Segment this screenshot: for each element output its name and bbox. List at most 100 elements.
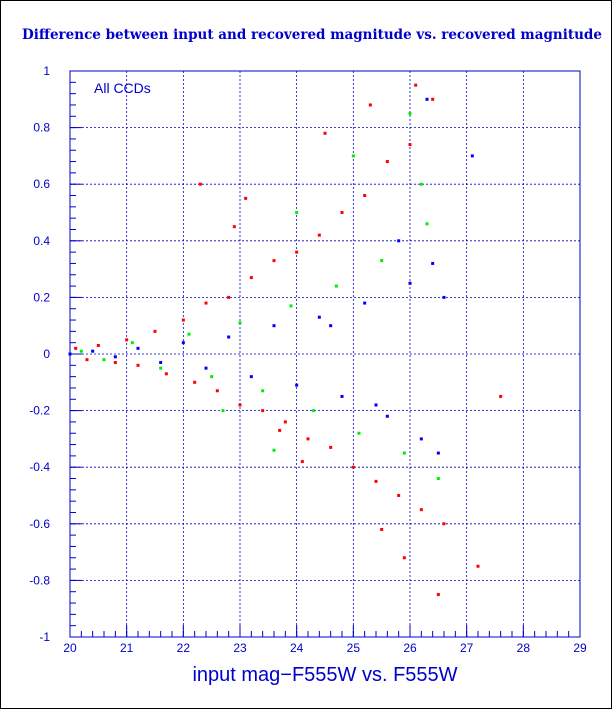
y-tick-label: -1 — [39, 630, 50, 644]
y-tick-label: -0.2 — [29, 404, 50, 418]
data-point-green — [261, 389, 265, 393]
axis-ticks — [69, 70, 581, 638]
data-point-blue — [425, 97, 429, 101]
y-tick-label: -0.4 — [29, 460, 50, 474]
data-point-blue — [397, 239, 401, 243]
data-point-red — [442, 522, 446, 526]
data-point-blue — [249, 375, 253, 379]
data-point-red — [408, 143, 412, 147]
data-point-green — [357, 431, 361, 435]
data-point-red — [306, 437, 310, 441]
x-tick-label: 29 — [573, 641, 587, 655]
data-point-blue — [272, 324, 276, 328]
y-tick-label: 0.6 — [33, 177, 50, 191]
x-tick-label: 20 — [63, 641, 77, 655]
data-point-red — [164, 372, 168, 376]
data-point-red — [368, 103, 372, 107]
y-tick-label: 0.4 — [33, 234, 50, 248]
data-point-red — [272, 259, 276, 263]
data-point-red — [476, 564, 480, 568]
data-point-blue — [295, 383, 299, 387]
x-tick-label: 24 — [290, 641, 304, 655]
data-point-red — [85, 358, 89, 362]
data-point-red — [125, 338, 129, 342]
data-point-green — [272, 448, 276, 452]
data-point-blue — [113, 355, 117, 359]
grid-lines — [70, 71, 580, 637]
data-point-red — [385, 160, 389, 164]
data-point-blue — [329, 324, 333, 328]
x-axis-tick-labels: 20 21 22 23 24 25 26 27 28 29 — [63, 641, 587, 655]
data-point-red — [300, 460, 304, 464]
data-point-blue — [363, 301, 367, 305]
data-point-blue — [317, 315, 321, 319]
data-point-green — [210, 375, 214, 379]
data-point-blue — [374, 403, 378, 407]
data-point-red — [181, 318, 185, 322]
y-tick-label: -0.6 — [29, 517, 50, 531]
data-point-red — [198, 182, 202, 186]
data-point-red — [436, 593, 440, 597]
x-tick-label: 25 — [347, 641, 361, 655]
data-point-red — [283, 420, 287, 424]
data-point-red — [329, 445, 333, 449]
data-point-green — [408, 111, 412, 115]
y-tick-label: -0.8 — [29, 573, 50, 587]
data-point-red — [244, 196, 248, 200]
x-tick-label: 28 — [517, 641, 531, 655]
data-point-green — [295, 211, 299, 214]
data-point-green — [238, 321, 242, 325]
data-point-red — [351, 465, 355, 469]
data-point-green — [221, 409, 225, 413]
data-point-green — [380, 259, 384, 263]
data-point-blue — [227, 335, 231, 339]
y-tick-label: 0.8 — [33, 121, 50, 135]
data-point-red — [193, 380, 197, 384]
data-point-red — [397, 494, 401, 497]
data-point-red — [238, 403, 242, 407]
data-point-blue — [136, 346, 140, 350]
data-point-green — [351, 154, 355, 158]
data-point-red — [215, 389, 219, 393]
data-point-red — [499, 394, 503, 398]
data-point-red — [402, 556, 406, 560]
data-point-blue — [159, 360, 163, 364]
data-point-green — [312, 409, 316, 413]
data-point-red — [261, 409, 265, 413]
data-point-red — [74, 346, 78, 350]
y-tick-label: 0 — [43, 347, 50, 361]
data-point-blue — [470, 154, 474, 158]
data-point-blue — [436, 451, 440, 455]
y-tick-label: 1 — [43, 64, 50, 78]
data-point-red — [431, 97, 435, 101]
data-point-red — [136, 363, 140, 367]
data-point-green — [436, 477, 440, 481]
x-tick-label: 26 — [403, 641, 417, 655]
data-point-red — [323, 131, 327, 135]
data-point-green — [159, 366, 163, 370]
data-point-green — [102, 358, 106, 362]
data-point-green — [289, 304, 293, 308]
data-point-red — [278, 428, 282, 432]
annotation-all-ccds: All CCDs — [94, 80, 151, 96]
data-point-blue — [204, 366, 208, 370]
x-tick-label: 23 — [233, 641, 247, 655]
data-point-red — [113, 360, 117, 364]
data-point-red — [363, 194, 367, 198]
data-point-green — [334, 284, 338, 288]
data-point-blue — [442, 295, 446, 299]
data-point-red — [232, 225, 236, 229]
data-point-blue — [431, 261, 435, 265]
data-point-green — [187, 332, 191, 336]
data-point-red — [419, 508, 423, 512]
data-point-red — [227, 295, 231, 299]
data-point-blue — [181, 341, 185, 345]
data-point-red — [204, 301, 208, 305]
x-tick-label: 22 — [177, 641, 191, 655]
data-point-red — [340, 211, 344, 214]
data-point-green — [79, 349, 83, 353]
chart-title: Difference between input and recovered m… — [22, 27, 602, 43]
y-axis-tick-labels: 1 0.8 0.6 0.4 0.2 0 -0.2 -0.4 -0.6 -0.8 -1 — [29, 64, 50, 644]
